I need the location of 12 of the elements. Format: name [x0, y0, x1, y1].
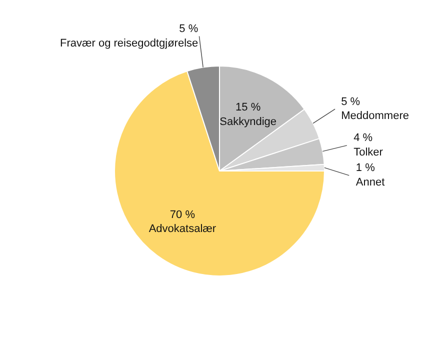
data-label: 15 % [236, 102, 261, 114]
data-label: 5 % [341, 96, 360, 108]
slice-label: Tolker [354, 146, 384, 159]
slice-label: Fravær og reisegodtgjørelse [60, 37, 198, 50]
data-label: 4 % [354, 132, 373, 144]
data-label: 1 % [356, 162, 376, 174]
data-label: 70 % [170, 208, 196, 221]
slice-label: Sakkyndige [220, 116, 277, 128]
slice-label: Advokatsalær [148, 223, 216, 236]
data-label: 5 % [179, 22, 198, 35]
slice-label: Annet [356, 176, 385, 189]
slice-label: Meddommere [341, 110, 409, 122]
